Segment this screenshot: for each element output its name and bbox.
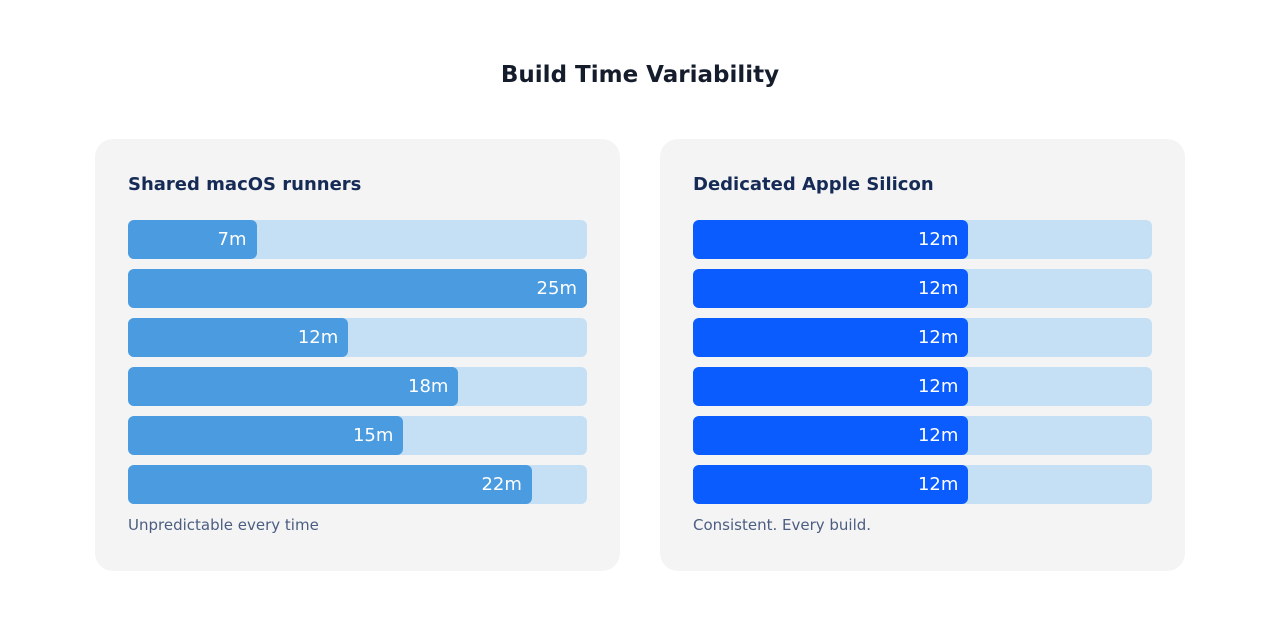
apple-silicon-panel: Dedicated Apple Silicon 12m 12m 12m 12m 12m 1…: [660, 139, 1185, 571]
bar-track: 12m: [693, 318, 1152, 357]
shared-runners-title: Shared macOS runners: [128, 174, 362, 195]
bar: 12m: [693, 367, 969, 406]
bar-track: 22m: [128, 465, 587, 504]
bar: 12m: [128, 318, 349, 357]
bar-track: 7m: [128, 220, 587, 259]
bar-track: 12m: [693, 220, 1152, 259]
bar-track: 25m: [128, 269, 587, 308]
bar: 18m: [128, 367, 459, 406]
bar: 22m: [128, 465, 532, 504]
bar: 12m: [693, 220, 969, 259]
bar-track: 12m: [693, 416, 1152, 455]
bar-track: 12m: [693, 465, 1152, 504]
page-title: Build Time Variability: [500, 62, 780, 88]
apple-silicon-caption: Consistent. Every build.: [693, 516, 872, 534]
shared-runners-panel: Shared macOS runners 7m 25m 12m 18m 15m 22m U…: [95, 139, 620, 571]
bar: 15m: [128, 416, 404, 455]
bar-track: 12m: [693, 269, 1152, 308]
bar-track: 12m: [128, 318, 587, 357]
bar: 7m: [128, 220, 257, 259]
apple-silicon-title: Dedicated Apple Silicon: [693, 174, 934, 195]
bar: 12m: [693, 318, 969, 357]
bar: 25m: [128, 269, 587, 308]
bar: 12m: [693, 465, 969, 504]
bar-track: 15m: [128, 416, 587, 455]
bar-track: 18m: [128, 367, 587, 406]
bar-track: 12m: [693, 367, 1152, 406]
bar: 12m: [693, 269, 969, 308]
shared-runners-caption: Unpredictable every time: [128, 516, 319, 534]
apple-silicon-bars: 12m 12m 12m 12m 12m 12m: [693, 220, 1152, 514]
bar: 12m: [693, 416, 969, 455]
shared-runners-bars: 7m 25m 12m 18m 15m 22m: [128, 220, 587, 514]
